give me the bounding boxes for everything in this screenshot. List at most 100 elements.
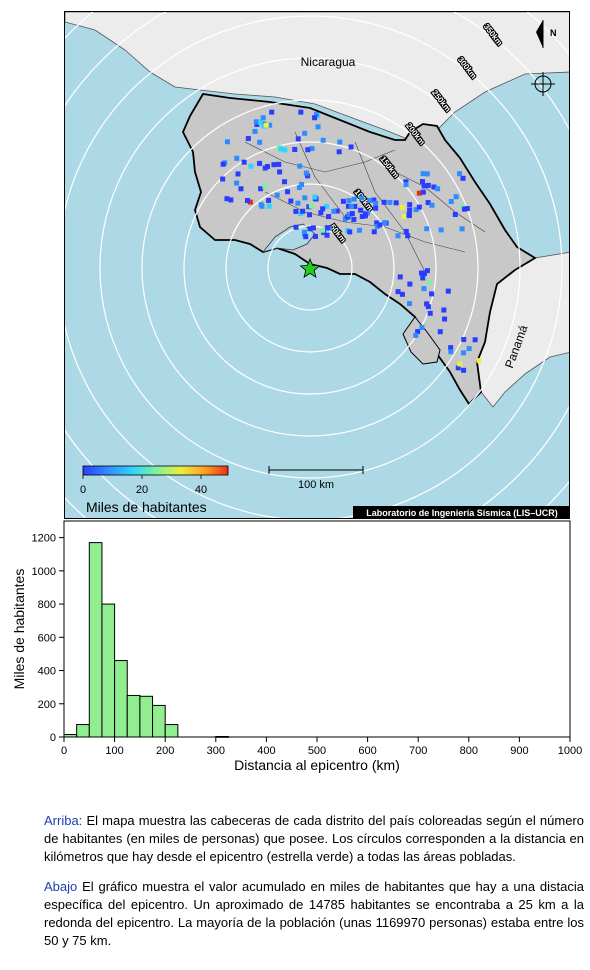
district-point xyxy=(262,183,268,189)
district-point xyxy=(425,304,431,310)
district-point xyxy=(244,198,250,204)
district-point xyxy=(395,289,401,295)
district-point xyxy=(263,122,269,128)
district-point xyxy=(300,208,306,214)
district-point xyxy=(413,207,419,213)
district-point xyxy=(438,227,444,233)
y-tick-label: 0 xyxy=(50,732,56,744)
district-point xyxy=(405,233,411,239)
histogram-bar xyxy=(215,736,229,738)
x-tick-label: 600 xyxy=(358,745,376,757)
district-point xyxy=(318,210,324,216)
scale-bar xyxy=(268,466,364,474)
district-point xyxy=(421,286,427,292)
x-tick-label: 0 xyxy=(61,745,67,757)
histogram-bar xyxy=(139,695,154,738)
district-point xyxy=(416,204,422,210)
district-point xyxy=(425,200,431,206)
nicaragua-land xyxy=(65,12,569,141)
district-point xyxy=(293,224,299,230)
district-point xyxy=(308,203,314,209)
district-point xyxy=(349,211,355,217)
colorbar-tick-0: 0 xyxy=(80,484,86,496)
district-point xyxy=(442,316,448,322)
district-point xyxy=(352,203,358,209)
district-point xyxy=(238,186,244,192)
district-point xyxy=(345,203,351,209)
district-point xyxy=(407,301,413,307)
district-point xyxy=(348,203,354,209)
district-point xyxy=(367,197,373,203)
district-point xyxy=(259,203,265,209)
credit-box xyxy=(353,506,569,518)
district-point xyxy=(431,184,437,190)
district-point xyxy=(403,179,409,185)
district-point xyxy=(377,222,383,228)
caption-text-bottom: El gráfico muestra el valor acumulado en… xyxy=(44,879,584,948)
caption-text-top: El mapa muestra las cabeceras de cada di… xyxy=(44,813,584,864)
district-point xyxy=(276,161,282,167)
district-point xyxy=(320,227,326,233)
compass-crosshair-icon xyxy=(531,72,555,96)
district-point xyxy=(267,122,273,128)
histogram-bar xyxy=(88,542,103,738)
district-point xyxy=(253,119,259,125)
caption-keyword-bottom: Abajo xyxy=(44,879,78,894)
histogram-bar xyxy=(101,603,116,738)
district-point xyxy=(320,206,326,212)
district-points xyxy=(220,109,482,373)
district-point xyxy=(310,225,316,231)
district-point xyxy=(260,115,266,121)
district-point xyxy=(224,196,230,202)
district-point xyxy=(295,200,301,206)
colorbar-label: Miles de habitantes xyxy=(86,499,207,515)
caption-paragraph-bottom: Abajo El gráfico muestra el valor acumul… xyxy=(44,878,584,950)
label-nicaragua: Nicaragua xyxy=(301,55,356,69)
district-point xyxy=(424,301,430,307)
histogram-bar xyxy=(114,660,128,738)
x-tick-label: 800 xyxy=(460,745,478,757)
district-point xyxy=(403,182,409,188)
y-axis-ticks: 0 200 400 600 800 1000 1200 xyxy=(32,533,64,744)
district-point xyxy=(425,182,431,188)
histogram-bar xyxy=(126,694,141,738)
district-point xyxy=(373,200,379,206)
x-tick-label: 200 xyxy=(156,745,174,757)
district-point xyxy=(271,162,277,168)
district-point xyxy=(371,197,377,203)
district-point xyxy=(374,220,380,226)
distance-ring xyxy=(65,15,563,518)
district-point xyxy=(403,228,409,234)
district-point xyxy=(320,137,326,143)
x-axis-ticks: 0 100 200 300 400 500 600 700 800 900 1000 xyxy=(61,737,582,757)
district-point xyxy=(445,288,451,294)
district-point xyxy=(282,179,288,185)
district-point xyxy=(224,139,230,145)
district-point xyxy=(424,171,430,177)
distance-ring xyxy=(141,99,479,437)
histogram-chart: 0 100 200 300 400 500 600 700 800 900 1000 0 200 400… xyxy=(11,520,582,773)
district-point xyxy=(407,281,413,287)
district-point xyxy=(297,163,303,169)
y-tick-label: 1000 xyxy=(32,566,56,578)
district-point xyxy=(419,324,425,330)
colorbar-ticks xyxy=(82,475,202,479)
district-point xyxy=(399,291,405,297)
district-point xyxy=(293,208,299,214)
epicenter-map: 50km100km150km200km250km300km350km Nicar… xyxy=(64,11,570,519)
district-point xyxy=(324,232,330,238)
district-point xyxy=(441,307,447,313)
district-point xyxy=(362,213,368,219)
district-point xyxy=(457,361,463,367)
district-point xyxy=(252,128,258,134)
scale-bar-label: 100 km xyxy=(298,479,334,491)
epicenter-star-icon xyxy=(299,257,321,278)
colorbar xyxy=(82,465,229,476)
district-point xyxy=(472,337,478,343)
district-point xyxy=(228,197,234,203)
y-tick-label: 200 xyxy=(38,699,56,711)
district-point xyxy=(351,196,357,202)
district-point xyxy=(346,212,352,218)
district-point xyxy=(292,146,298,152)
district-point xyxy=(453,194,459,200)
